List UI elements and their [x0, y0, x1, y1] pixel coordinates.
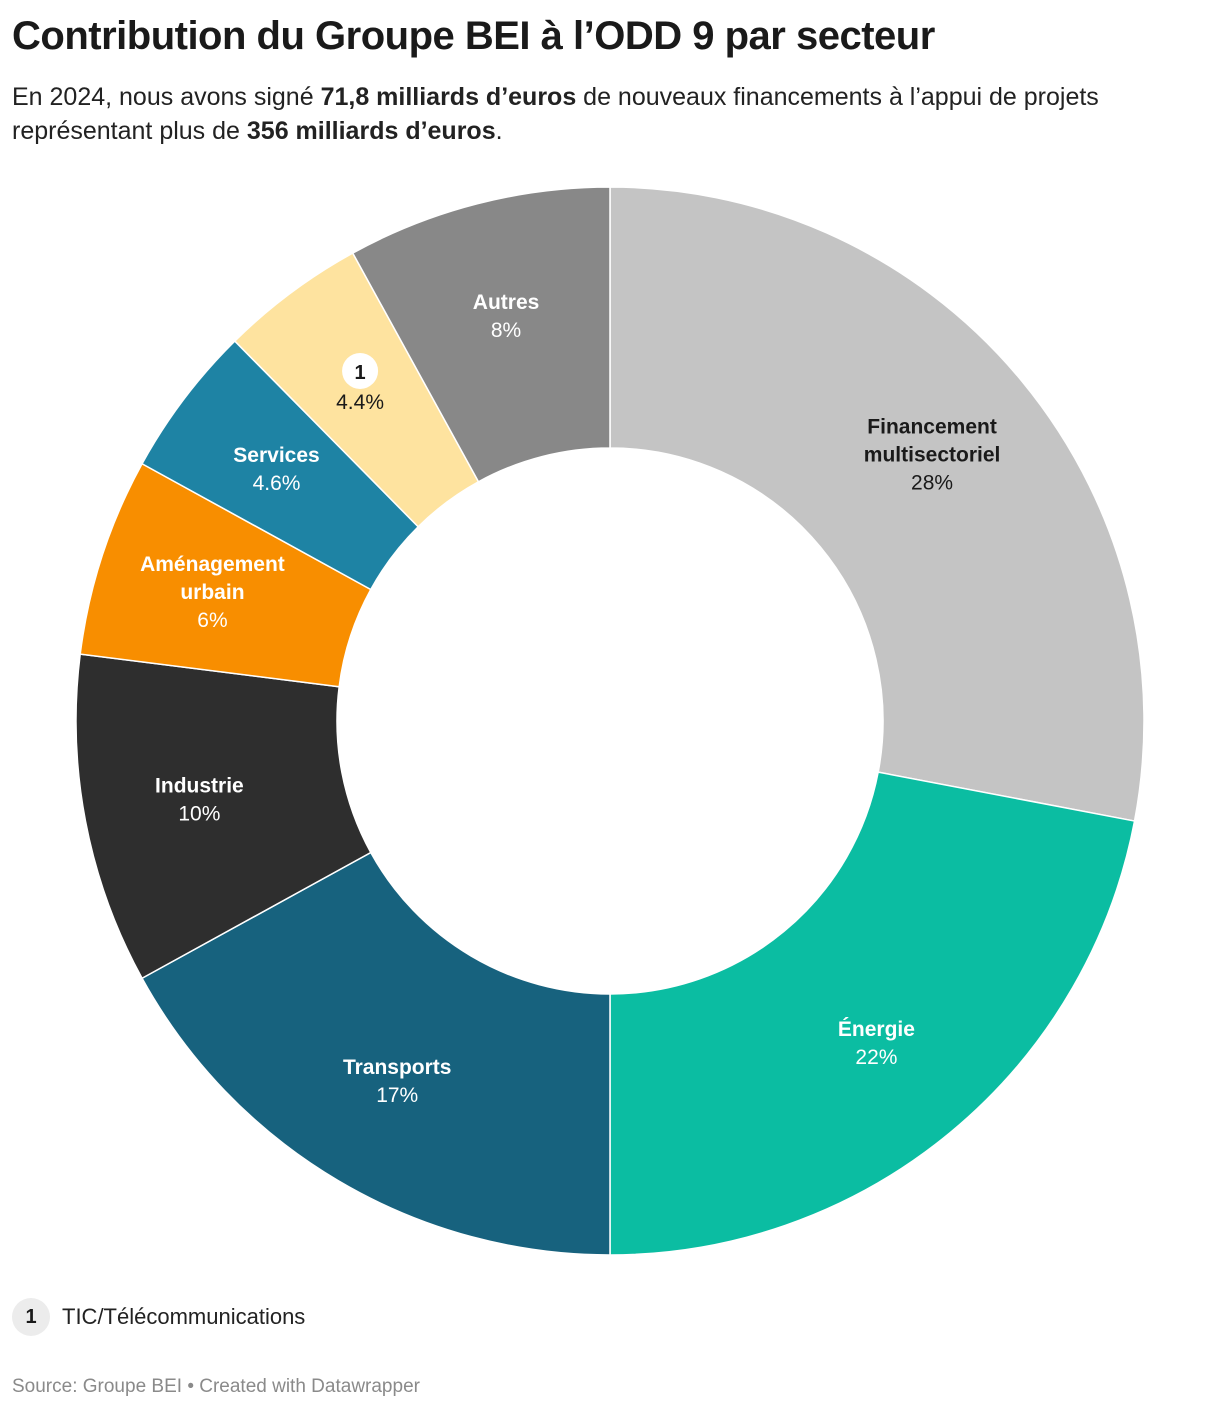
chart-subtitle: En 2024, nous avons signé 71,8 milliards… — [12, 80, 1212, 148]
slice-industrie — [75, 653, 372, 980]
slice-autres-value: 8% — [491, 319, 521, 342]
slice-financement-multisectoriel-name-line-2: multisectoriel — [864, 444, 1001, 467]
slice-industrie-label: Industrie 10% — [155, 774, 244, 825]
slice-services-name-line-1: Services — [233, 444, 319, 467]
source-note: Source: Groupe BEI • Created with Datawr… — [12, 1376, 420, 1397]
legend-text: TIC/Télécommunications — [62, 1304, 306, 1329]
slice-financement-multisectoriel-name-line-1: Financement — [867, 416, 997, 439]
chart-title: Contribution du Groupe BEI à l’ODD 9 par… — [12, 14, 935, 58]
slice-industrie-name-line-1: Industrie — [155, 774, 244, 797]
legend: 1 TIC/Télécommunications — [12, 1298, 305, 1336]
slice-amenagement-urbain-name-line-1: Aménagement — [140, 553, 285, 576]
slice-energie-value: 22% — [855, 1046, 897, 1069]
slice-financement-multisectoriel-value: 28% — [911, 472, 953, 495]
legend-badge: 1 — [12, 1298, 50, 1336]
slice-autres-name-line-1: Autres — [473, 291, 540, 314]
slice-amenagement-urbain-name-line-2: urbain — [180, 581, 244, 604]
slice-amenagement-urbain-value: 6% — [197, 609, 227, 632]
slice-transports-name-line-1: Transports — [343, 1056, 452, 1079]
subtitle-bold-1: 71,8 milliards d’euros — [320, 83, 577, 111]
slice-energie — [609, 771, 1136, 1256]
slice-financement-multisectoriel-label: Financement multisectoriel 28% — [864, 416, 1001, 495]
slice-1-value: 4.4% — [336, 391, 384, 414]
subtitle-text-2: de nouveaux financements à l’appui de pr… — [12, 83, 1099, 145]
subtitle-text-1: En 2024, nous avons signé — [12, 83, 321, 111]
slice-industrie-value: 10% — [178, 802, 220, 825]
slice-autres-label: Autres 8% — [473, 291, 540, 342]
slice-energie-label: Énergie 22% — [838, 1018, 915, 1069]
slice-transports-label: Transports 17% — [343, 1056, 452, 1107]
slice-autres — [351, 186, 611, 483]
donut-chart: Financement multisectoriel 28% Énergie 22% Tr… — [75, 186, 1145, 1256]
slice-transports — [141, 851, 611, 1256]
subtitle-bold-2: 356 milliards d’euros — [246, 117, 496, 145]
slice-services-label: Services 4.6% — [233, 444, 319, 495]
slice-financement-multisectoriel — [609, 186, 1145, 822]
slice-1-badge-text: 1 — [355, 362, 366, 384]
slice-amenagement-urbain-label: Aménagement urbain 6% — [140, 553, 285, 632]
slice-transports-value: 17% — [376, 1084, 418, 1107]
slice-services-value: 4.6% — [253, 472, 301, 495]
slice-1-label: 1 4.4% — [336, 352, 384, 414]
slice-1-badge — [342, 352, 379, 389]
slice-energie-name-line-1: Énergie — [838, 1018, 915, 1041]
subtitle-text-3: . — [495, 117, 503, 145]
